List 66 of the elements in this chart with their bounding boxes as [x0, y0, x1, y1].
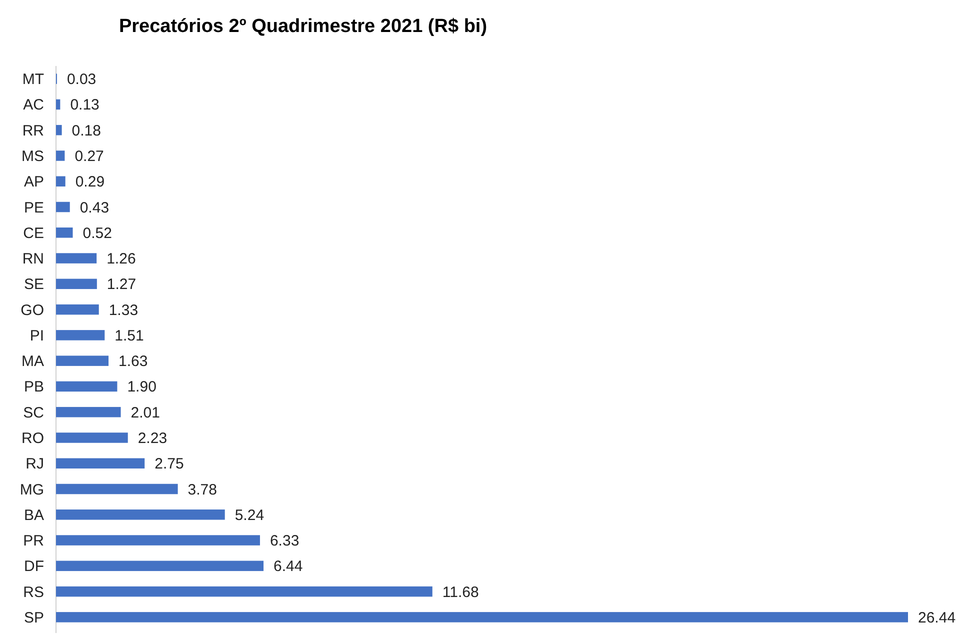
bar — [56, 278, 97, 290]
y-tick-label: SP — [24, 609, 44, 626]
data-label: 2.01 — [130, 404, 160, 422]
y-tick-label: SE — [24, 276, 44, 294]
y-tick-label: MT — [22, 71, 44, 88]
bar — [56, 586, 432, 597]
data-label: 6.33 — [270, 532, 300, 550]
data-label: 0.03 — [66, 71, 96, 88]
bar — [56, 228, 73, 238]
bar — [56, 304, 99, 315]
data-label: 0.27 — [74, 148, 104, 165]
bar — [56, 458, 145, 468]
data-label: 0.13 — [70, 96, 100, 114]
data-label: 6.44 — [274, 558, 303, 576]
y-tick-label: AP — [24, 174, 44, 191]
data-label: 26.44 — [918, 609, 956, 626]
data-label: 1.51 — [114, 327, 144, 344]
y-tick-label: PB — [24, 378, 44, 396]
y-tick-label: MA — [22, 353, 44, 370]
y-tick-label: RS — [23, 584, 44, 601]
data-label: 0.18 — [72, 122, 102, 140]
bar — [56, 150, 65, 161]
y-tick-label: RR — [22, 122, 44, 140]
data-label: 0.52 — [82, 224, 112, 242]
bar — [56, 535, 260, 546]
y-tick-label: PR — [23, 532, 44, 550]
bar — [56, 381, 118, 392]
data-label: 1.26 — [106, 250, 136, 268]
y-tick-label: BA — [24, 506, 44, 524]
bar — [56, 202, 70, 212]
data-label: 3.78 — [188, 481, 218, 498]
y-tick-label: RO — [22, 430, 44, 447]
bar — [56, 253, 97, 264]
bar — [56, 330, 105, 340]
data-label: 0.43 — [80, 199, 110, 216]
data-label: 2.75 — [154, 456, 184, 473]
y-tick-label: RJ — [26, 456, 44, 473]
data-label: 1.27 — [106, 276, 136, 294]
y-tick-label: PI — [30, 327, 44, 344]
data-label: 5.24 — [234, 506, 264, 524]
bar — [56, 406, 121, 418]
y-tick-label: GO — [20, 302, 44, 319]
y-tick-label: PE — [24, 199, 44, 216]
data-label: 1.90 — [127, 378, 156, 396]
data-label: 1.63 — [118, 353, 148, 370]
y-tick-label: CE — [23, 224, 44, 242]
data-label: 1.33 — [108, 302, 138, 319]
y-tick-label: MG — [20, 481, 44, 498]
chart-title: Precatórios 2º Quadrimestre 2021 (R$ bi) — [118, 16, 488, 37]
data-label: 11.68 — [442, 584, 479, 601]
data-label: 2.23 — [138, 430, 168, 447]
bar — [56, 612, 908, 622]
y-tick-label: DF — [24, 558, 44, 576]
bar — [56, 356, 109, 366]
y-tick-label: RN — [22, 250, 44, 268]
bar — [56, 432, 128, 443]
data-label: 0.29 — [75, 174, 105, 191]
y-tick-label: AC — [23, 96, 44, 114]
bar — [56, 484, 178, 494]
bar — [56, 176, 66, 186]
bar — [56, 510, 225, 520]
bar — [56, 124, 62, 136]
y-tick-label: SC — [23, 404, 44, 422]
y-tick-label: MS — [22, 148, 44, 165]
bar — [56, 99, 60, 110]
bar — [56, 560, 264, 572]
